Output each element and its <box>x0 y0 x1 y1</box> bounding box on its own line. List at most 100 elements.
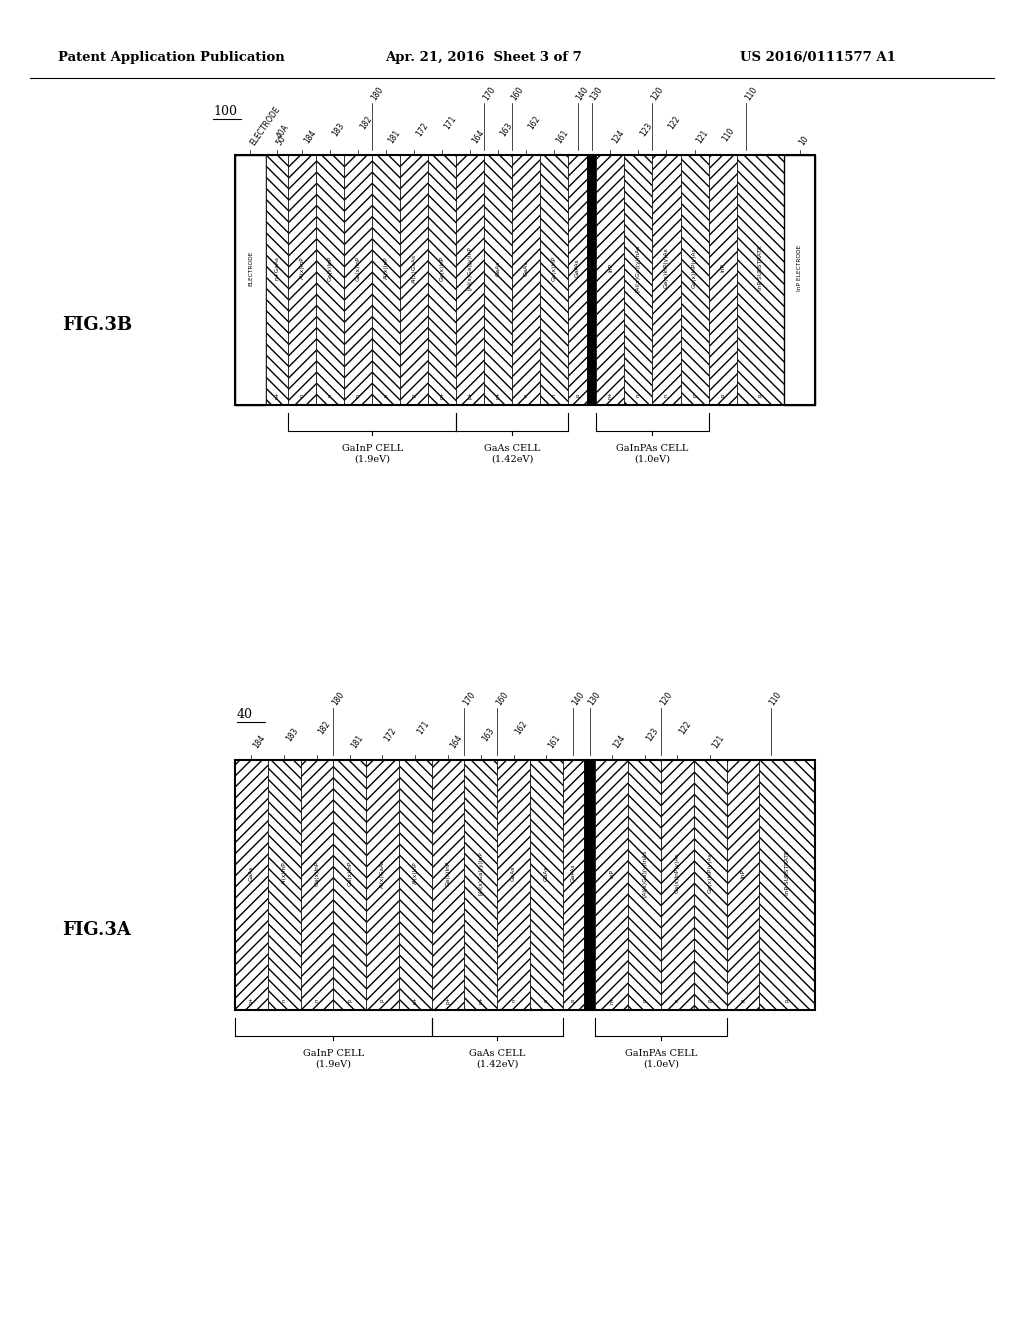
Bar <box>497 760 529 1010</box>
Bar <box>428 154 457 405</box>
Text: 123: 123 <box>644 726 660 743</box>
Text: p: p <box>380 998 385 1002</box>
Text: 160: 160 <box>495 690 510 708</box>
Text: GaInPAs CELL
(1.0eV): GaInPAs CELL (1.0eV) <box>616 444 689 463</box>
Text: n+GaAs: n+GaAs <box>274 256 280 280</box>
Text: GaAs: GaAs <box>524 260 529 276</box>
Text: InP SUBSTRATE: InP SUBSTRATE <box>784 850 790 895</box>
Text: 121: 121 <box>710 733 726 750</box>
Text: Al(x)InP: Al(x)InP <box>413 862 418 884</box>
Bar <box>316 154 344 405</box>
Bar <box>288 154 316 405</box>
Text: GaInPAs CELL
(1.0eV): GaInPAs CELL (1.0eV) <box>625 1049 697 1068</box>
Text: 181: 181 <box>349 733 366 750</box>
Text: Patent Application Publication: Patent Application Publication <box>58 50 285 63</box>
Text: 130: 130 <box>589 84 604 102</box>
Text: n: n <box>282 998 287 1002</box>
Text: p+: p+ <box>587 997 592 1005</box>
Text: 161: 161 <box>554 128 570 145</box>
Text: n: n <box>524 393 529 397</box>
Bar <box>398 760 431 1010</box>
Text: InP: InP <box>608 264 613 272</box>
Text: 161: 161 <box>546 733 562 750</box>
Bar <box>366 760 398 1010</box>
Text: n: n <box>328 393 333 397</box>
Text: p: p <box>708 998 713 1002</box>
Text: InP: InP <box>720 264 725 272</box>
Bar <box>595 760 628 1010</box>
Text: InP ELECTRODE: InP ELECTRODE <box>797 246 802 292</box>
Text: 162: 162 <box>513 719 529 737</box>
Text: 172: 172 <box>415 121 430 139</box>
Text: 172: 172 <box>382 726 398 743</box>
Text: Ga(x)InP: Ga(x)InP <box>347 861 352 886</box>
Text: p: p <box>692 393 697 397</box>
Text: 122: 122 <box>667 114 682 131</box>
Bar <box>373 154 400 405</box>
Text: 110: 110 <box>743 84 759 102</box>
Text: 163: 163 <box>480 726 497 743</box>
Text: n: n <box>355 393 360 397</box>
Text: 123: 123 <box>639 121 654 139</box>
Text: p: p <box>758 393 763 397</box>
Text: n: n <box>642 998 647 1002</box>
Text: Ga(x)InP: Ga(x)InP <box>440 255 444 281</box>
Text: 110: 110 <box>721 127 736 143</box>
Bar <box>400 154 428 405</box>
Text: [Al(x)Ga](y)InP: [Al(x)Ga](y)InP <box>468 246 473 290</box>
Text: 140: 140 <box>570 690 586 708</box>
Text: 162: 162 <box>526 114 542 131</box>
Bar <box>709 154 736 405</box>
Text: GaAs: GaAs <box>249 866 254 880</box>
Text: GaPAs: GaPAs <box>575 259 580 277</box>
Bar <box>457 154 484 405</box>
Text: n+: n+ <box>609 997 614 1005</box>
Bar <box>596 154 625 405</box>
Text: GaAs CELL
(1.42eV): GaAs CELL (1.42eV) <box>484 444 541 463</box>
Bar <box>234 760 267 1010</box>
Bar <box>484 154 512 405</box>
Text: 183: 183 <box>331 121 346 139</box>
Text: 100: 100 <box>213 106 237 117</box>
Text: 183: 183 <box>284 726 300 743</box>
Text: 184: 184 <box>251 733 267 750</box>
Text: Al(x)InP: Al(x)InP <box>282 862 287 884</box>
Text: n+: n+ <box>478 997 483 1005</box>
Text: 160: 160 <box>509 84 525 102</box>
Text: p+: p+ <box>468 391 473 399</box>
Text: n+: n+ <box>249 997 254 1005</box>
Text: GaInP CELL
(1.9eV): GaInP CELL (1.9eV) <box>303 1049 364 1068</box>
Bar <box>628 760 660 1010</box>
Bar <box>681 154 709 405</box>
Text: GaAs CELL
(1.42eV): GaAs CELL (1.42eV) <box>469 1049 525 1068</box>
Text: p+: p+ <box>445 997 451 1005</box>
Text: ELECTRODE: ELECTRODE <box>249 104 282 147</box>
Text: 180: 180 <box>370 84 385 102</box>
Text: p: p <box>347 998 352 1002</box>
Text: 181: 181 <box>386 128 401 145</box>
Text: Al(x)GaAs: Al(x)GaAs <box>380 858 385 887</box>
Bar <box>625 154 652 405</box>
Text: 164: 164 <box>447 733 464 750</box>
Text: Ga(x)InP(y)As: Ga(x)InP(y)As <box>675 853 680 894</box>
Bar <box>234 760 815 1010</box>
Bar <box>584 760 595 1010</box>
Text: Ga(x)InP(y)As: Ga(x)InP(y)As <box>692 248 697 288</box>
Text: p: p <box>412 393 417 397</box>
Bar <box>512 154 541 405</box>
Text: 164: 164 <box>470 128 486 145</box>
Text: 171: 171 <box>442 114 458 131</box>
Text: GaAs: GaAs <box>496 260 501 276</box>
Bar <box>693 760 726 1010</box>
Text: [Al(x)Ga](y)InP: [Al(x)Ga](y)InP <box>478 851 483 895</box>
Text: Ga(x)InP(y)As: Ga(x)InP(y)As <box>664 248 669 288</box>
Bar <box>784 154 815 405</box>
Text: 180: 180 <box>331 690 346 708</box>
Text: p: p <box>575 393 580 397</box>
Bar <box>267 760 300 1010</box>
Bar <box>541 154 568 405</box>
Text: n: n <box>664 393 669 397</box>
Bar <box>266 154 288 405</box>
Text: 182: 182 <box>358 114 374 131</box>
Text: Ga(x)InP: Ga(x)InP <box>355 255 360 281</box>
